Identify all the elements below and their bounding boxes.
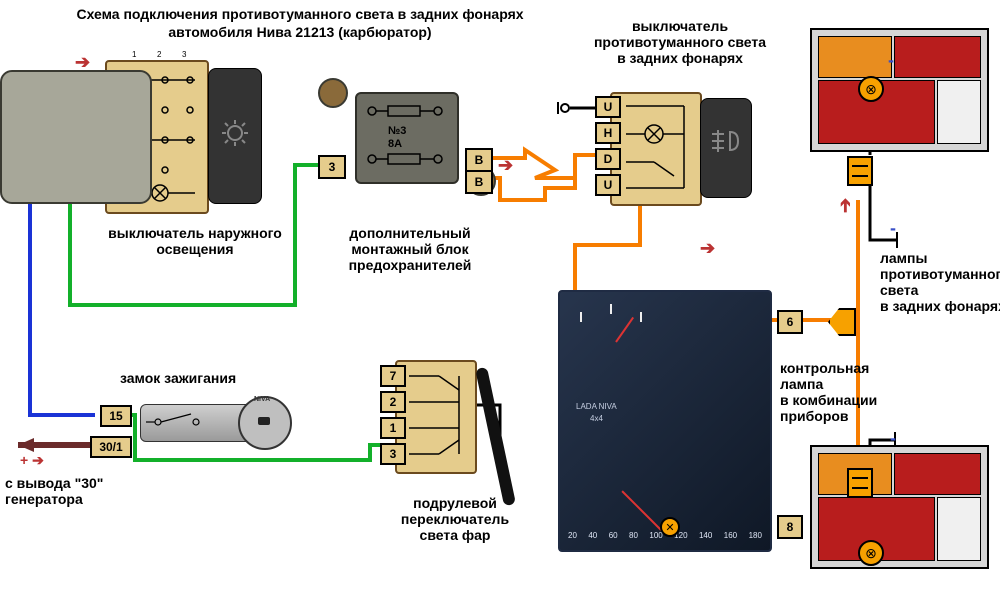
fuse-ear-left (318, 78, 348, 108)
stalk-internals (399, 364, 469, 466)
fog-icon (708, 128, 744, 154)
lower-resistor (847, 468, 873, 498)
stalk-pin-2: 2 (380, 391, 406, 413)
fuse-amps: 8A (388, 138, 402, 150)
fuse-pin-3: 3 (318, 155, 346, 179)
fuse-title: №3 (388, 125, 406, 137)
conn-chevron (828, 308, 856, 336)
fog-pin-u1: U (595, 96, 621, 118)
fog-switch-internals (614, 96, 696, 198)
plus-sign: + ➔ (20, 452, 44, 469)
arrow-up: ➔ (835, 198, 856, 213)
title-line-1: Схема подключения противотуманного света… (50, 6, 550, 22)
ign-pin-30: 30/1 (90, 436, 132, 458)
cluster-pin-6: 6 (777, 310, 803, 334)
label-indicator: контрольная лампа в комбинации приборов (780, 360, 877, 424)
fog-pin-h: H (595, 122, 621, 144)
stalk-lever (475, 367, 516, 506)
indicator-lamp-icon: ✕ (660, 517, 680, 537)
fog-pin-d: D (595, 148, 621, 170)
fuse-pin-b1: B (465, 148, 493, 172)
cluster-brand: LADA NIVA (576, 402, 617, 411)
label-fuse: дополнительный монтажный блок предохрани… (330, 225, 490, 273)
upper-resistor (847, 156, 873, 186)
fog-pin-u2: U (595, 174, 621, 196)
label-gen: с вывода "30" генератора (5, 475, 103, 507)
stalk-pin-3: 3 (380, 443, 406, 465)
stalk-pin-7: 7 (380, 365, 406, 387)
title-line-2: автомобиля Нива 21213 (карбюратор) (50, 24, 550, 40)
arrow-2: ➔ (498, 155, 513, 176)
minus-1: - (890, 218, 896, 239)
ext-num-2: 2 (157, 50, 161, 59)
label-fog-lamps: лампы противотуманного света в задних фо… (880, 250, 1000, 314)
tail-light-upper (810, 28, 989, 152)
label-stalk: подрулевой переключатель света фар (380, 495, 530, 543)
ign-slot (258, 417, 270, 425)
instrument-cluster: LADA NIVA 4x4 20406080100120140160180 (558, 290, 772, 552)
upper-fog-lamp-icon: ⊗ (858, 76, 884, 102)
lower-fog-lamp-icon: ⊗ (858, 540, 884, 566)
ext-num-3: 3 (182, 50, 186, 59)
ext-num-1: 1 (132, 50, 136, 59)
cluster-drive: 4x4 (590, 414, 603, 423)
minus-2: - (890, 428, 896, 449)
label-ign: замок зажигания (120, 370, 236, 386)
arrow-3: ➔ (700, 238, 715, 259)
stalk-pin-1: 1 (380, 417, 406, 439)
minus-3: - (888, 50, 894, 71)
fuse-box-body (0, 70, 152, 204)
ign-brand: NIVA (254, 396, 270, 403)
label-fog-sw: выключатель противотуманного света в зад… (570, 18, 790, 66)
tail-light-lower (810, 445, 989, 569)
fuse-pin-b2: B (465, 170, 493, 194)
cluster-pin-8: 8 (777, 515, 803, 539)
label-ext-sw: выключатель наружного освещения (95, 225, 295, 257)
diagram-canvas: Схема подключения противотуманного света… (0, 0, 1000, 600)
ign-pin-15: 15 (100, 405, 132, 427)
ext-lamp-icon (222, 120, 248, 146)
